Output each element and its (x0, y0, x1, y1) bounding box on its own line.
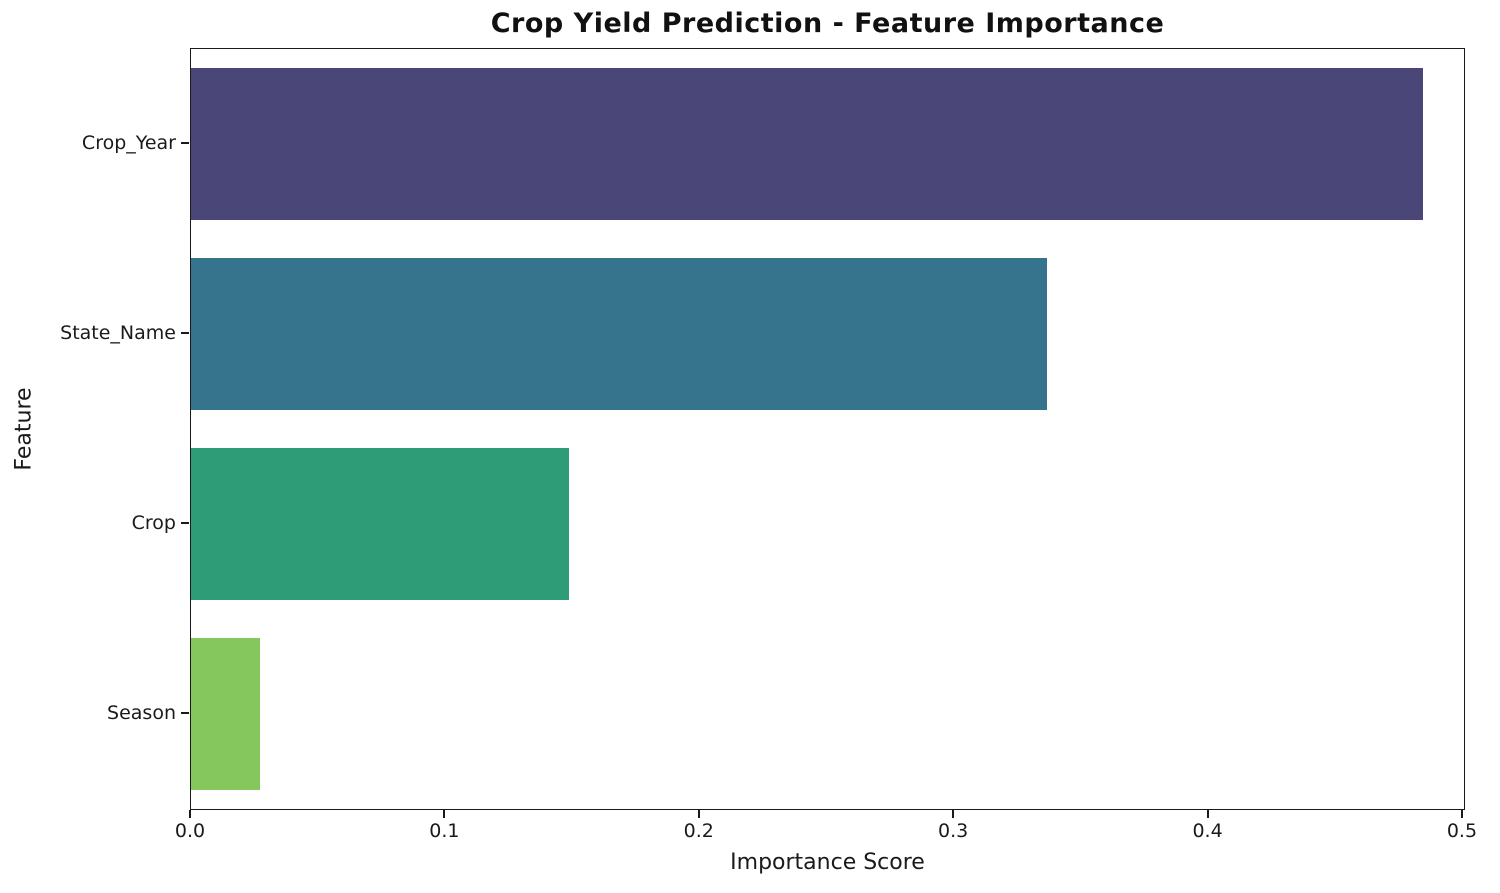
chart-title: Crop Yield Prediction - Feature Importan… (490, 8, 1165, 39)
ytick-label-season: Season (107, 702, 176, 724)
x-axis-tick-labels: 0.0 0.1 0.2 0.3 0.4 0.5 (175, 820, 1477, 846)
xtick-mark (1206, 810, 1209, 818)
xtick-mark (1460, 810, 1463, 818)
bar-state_name (191, 258, 1047, 410)
ytick-label-crop: Crop (131, 512, 176, 534)
xtick-label-0.4: 0.4 (1192, 820, 1223, 842)
bar-season (191, 638, 260, 790)
xtick-mark (697, 810, 700, 818)
xtick-label-0.1: 0.1 (429, 820, 460, 842)
xtick-mark (443, 810, 446, 818)
bar-crop (191, 448, 570, 600)
ytick-mark (181, 142, 189, 144)
ytick-mark (181, 522, 189, 524)
xtick-mark (952, 810, 955, 818)
bar-crop_year (191, 68, 1423, 220)
xtick-label-0.5: 0.5 (1446, 820, 1478, 842)
ytick-mark (181, 712, 189, 714)
x-axis-tick-marks (189, 810, 1465, 818)
xtick-label-0.2: 0.2 (683, 820, 714, 842)
plot-area (190, 48, 1465, 810)
ytick-label-state_name: State_Name (60, 322, 176, 344)
ytick-mark (181, 332, 189, 334)
ytick-label-crop_year: Crop_Year (81, 132, 176, 154)
x-axis-label: Importance Score (730, 850, 925, 875)
y-axis-tick-marks (181, 48, 189, 810)
y-axis-tick-labels: Crop_Year State_Name Crop Season (0, 48, 176, 810)
y-axis-label: Feature (11, 387, 37, 471)
xtick-label-0.3: 0.3 (938, 820, 969, 842)
xtick-mark (189, 810, 191, 818)
xtick-label-0.0: 0.0 (174, 820, 206, 842)
